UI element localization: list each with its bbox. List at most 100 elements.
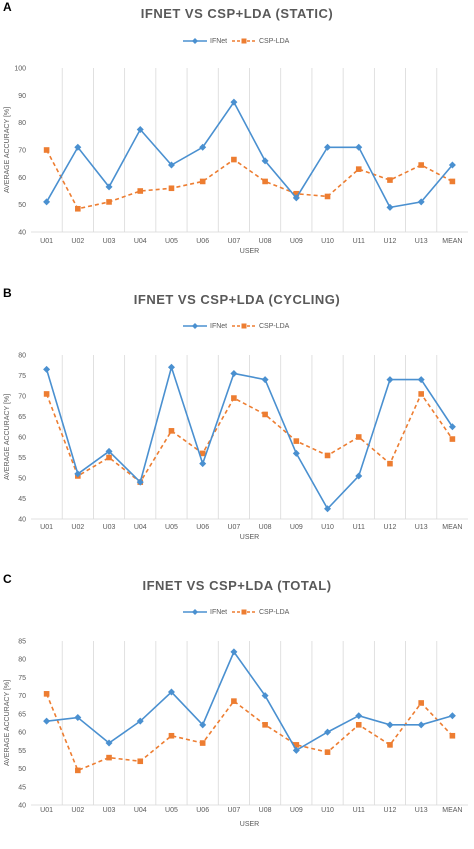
data-point-ifnet <box>43 198 51 206</box>
legend-label-ifnet: IFNet <box>210 609 227 616</box>
data-point-ifnet <box>448 423 456 431</box>
data-point-csp-lda <box>137 758 144 765</box>
x-tick-label: U05 <box>165 524 178 531</box>
legend-marker-csp <box>241 323 247 329</box>
x-tick-label: U07 <box>227 807 240 814</box>
x-tick-label: U09 <box>290 807 303 814</box>
data-point-ifnet <box>136 478 144 486</box>
x-tick-label: U03 <box>103 807 116 814</box>
data-point-ifnet <box>324 143 332 151</box>
y-tick-label: 40 <box>18 803 26 810</box>
data-point-ifnet <box>199 143 207 151</box>
data-point-csp-lda <box>231 395 237 401</box>
legend-label-csp: CSP-LDA <box>259 38 290 45</box>
y-tick-label: 45 <box>18 784 26 791</box>
data-point-csp-lda <box>449 732 456 739</box>
data-point-ifnet <box>167 363 175 371</box>
data-point-csp-lda <box>387 460 393 467</box>
x-tick-label: MEAN <box>442 524 462 531</box>
y-tick-label: 85 <box>18 639 26 646</box>
data-point-csp-lda <box>387 742 393 748</box>
data-point-ifnet <box>261 157 269 165</box>
data-point-ifnet <box>43 365 51 373</box>
data-point-ifnet <box>292 449 300 457</box>
panel-letter: A <box>3 0 12 14</box>
x-tick-label: U04 <box>134 238 147 245</box>
data-point-ifnet <box>448 161 456 169</box>
y-axis-label: AVERAGE ACCURACY [%] <box>4 394 11 480</box>
data-point-csp-lda <box>262 178 268 185</box>
data-point-csp-lda <box>168 732 175 739</box>
x-tick-label: U09 <box>290 238 303 245</box>
series-line-csp-lda <box>45 392 454 484</box>
data-point-ifnet <box>324 728 332 736</box>
data-point-csp-lda <box>199 450 206 457</box>
data-point-csp-lda <box>449 436 456 442</box>
x-axis-label: USER <box>240 248 259 255</box>
data-point-ifnet <box>292 746 300 754</box>
data-point-ifnet <box>167 161 175 169</box>
y-tick-label: 100 <box>14 66 26 73</box>
data-point-ifnet <box>230 648 238 656</box>
data-point-csp-lda <box>324 193 331 200</box>
x-tick-label: U04 <box>134 807 147 814</box>
data-point-csp-lda <box>418 700 424 706</box>
data-point-ifnet <box>136 126 144 133</box>
x-tick-label: U12 <box>384 807 397 814</box>
data-point-ifnet <box>74 470 82 478</box>
y-axis-label: AVERAGE ACCURACY [%] <box>4 107 11 193</box>
x-tick-label: U12 <box>384 238 397 245</box>
x-tick-label: U01 <box>40 807 53 814</box>
data-point-ifnet <box>417 198 425 206</box>
data-point-csp-lda <box>106 454 112 461</box>
data-point-csp-lda <box>293 438 300 444</box>
chart-svg-c: IFNET VS CSP+LDA (TOTAL) IFNet CSP-LDA 40 45… <box>4 578 468 828</box>
x-tick-label: U06 <box>196 524 209 531</box>
chart-svg-a: IFNET VS CSP+LDA (STATIC) IFNet CSP-LDA 40 5… <box>4 6 468 255</box>
legend-marker-ifnet <box>192 609 198 615</box>
series-line-ifnet <box>45 100 454 209</box>
y-tick-label: 40 <box>18 230 26 237</box>
legend: IFNet CSP-LDA <box>183 609 290 616</box>
y-tick-label: 60 <box>18 435 26 442</box>
x-tick-label: MEAN <box>442 238 462 245</box>
x-tick-label: U11 <box>353 524 365 531</box>
x-axis-label: USER <box>240 821 259 828</box>
data-point-ifnet <box>417 721 425 729</box>
data-point-csp-lda <box>43 691 50 697</box>
x-tick-label: U01 <box>40 524 53 531</box>
legend: IFNet CSP-LDA <box>183 38 290 45</box>
legend-marker-csp <box>241 609 247 615</box>
data-point-csp-lda <box>199 740 206 746</box>
x-tick-label: U05 <box>165 238 178 245</box>
data-point-csp-lda <box>262 411 268 418</box>
data-point-ifnet <box>199 460 207 468</box>
y-tick-label: 80 <box>18 657 26 664</box>
legend-marker-ifnet <box>192 323 198 329</box>
x-tick-label: U08 <box>259 807 272 814</box>
y-tick-label: 50 <box>18 766 26 773</box>
x-tick-label: U10 <box>321 807 334 814</box>
y-tick-label: 50 <box>18 476 26 483</box>
y-tick-label: 75 <box>18 675 26 682</box>
data-point-ifnet <box>386 203 394 211</box>
chart-panel-c: C IFNET VS CSP+LDA (TOTAL) IFNet CSP-LDA 40… <box>0 572 474 849</box>
data-point-ifnet <box>136 717 144 725</box>
panel-letter: C <box>3 572 12 586</box>
data-point-csp-lda <box>231 698 237 704</box>
y-tick-label: 55 <box>18 455 26 462</box>
y-tick-label: 65 <box>18 711 26 718</box>
data-point-ifnet <box>386 721 394 729</box>
legend-marker-ifnet <box>192 38 198 44</box>
x-tick-label: MEAN <box>442 807 462 814</box>
data-point-csp-lda <box>324 749 331 755</box>
data-point-csp-lda <box>387 177 393 183</box>
data-point-csp-lda <box>262 722 268 728</box>
data-point-csp-lda <box>293 190 300 197</box>
data-point-ifnet <box>355 472 363 480</box>
data-point-ifnet <box>355 712 363 720</box>
x-tick-label: U02 <box>71 238 84 245</box>
series-line-csp-lda <box>45 693 453 772</box>
data-point-csp-lda <box>106 199 112 205</box>
data-point-csp-lda <box>355 434 362 440</box>
